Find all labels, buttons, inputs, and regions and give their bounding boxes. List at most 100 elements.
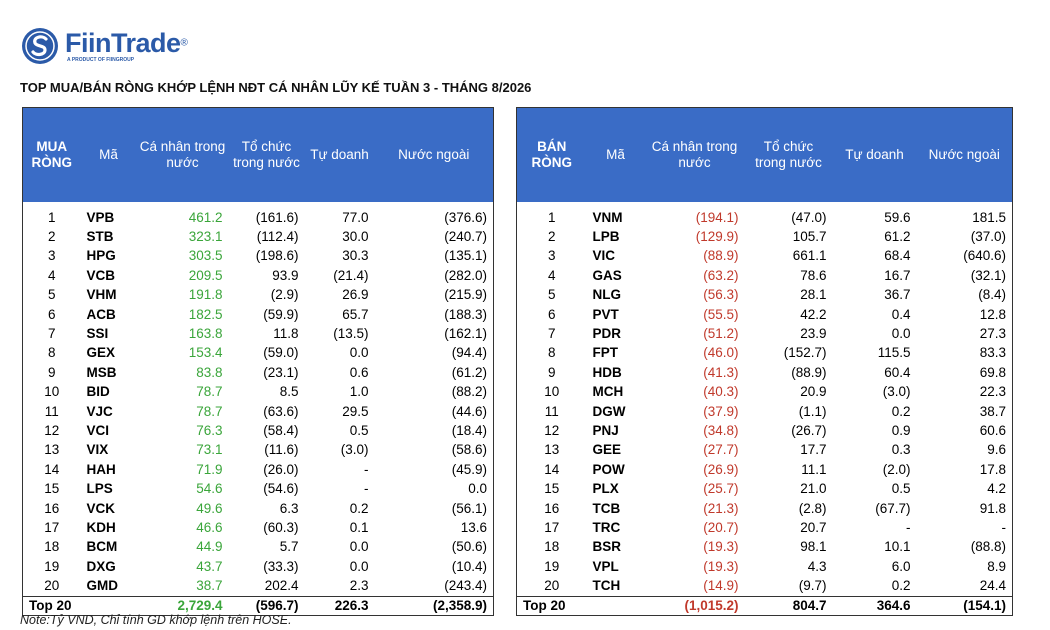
total-cell: (2,358.9) [374, 595, 494, 616]
cell: (88.8) [970, 539, 1006, 555]
cell: 2.3 [349, 578, 369, 594]
row: 8 FPT (46.0) (152.7) 115.5 83.3 [517, 344, 1013, 363]
row: 3 VIC (88.9) 661.1 68.4 (640.6) [517, 247, 1013, 266]
cell: (26.9) [703, 461, 739, 477]
cell: 2 [547, 229, 556, 245]
cell: 163.8 [188, 326, 223, 342]
row: 18 BCM 44.9 5.7 0.0 (50.6) [23, 538, 494, 557]
row: 19 DXG 43.7 (33.3) 0.0 (10.4) [23, 557, 494, 576]
total-cell: 364.6 [832, 595, 917, 616]
cell: 20 [44, 578, 60, 594]
cell: 76.3 [196, 422, 223, 438]
cell: 60.6 [979, 422, 1006, 438]
cell: (21.3) [703, 500, 739, 516]
cell: POW [592, 461, 625, 477]
cell: 0.3 [891, 442, 911, 458]
row: 10 MCH (40.3) 20.9 (3.0) 22.3 [517, 383, 1013, 402]
cell: (34.8) [703, 422, 739, 438]
table-head: MUA RÒNG Mã Cá nhân trong nước Tổ chức tron… [22, 107, 494, 202]
row: 4 GAS (63.2) 78.6 16.7 (32.1) [517, 266, 1013, 285]
cell: 0.5 [349, 422, 369, 438]
cell: (2.0) [882, 461, 911, 477]
cell: GEE [592, 442, 622, 458]
cell: (45.9) [451, 461, 487, 477]
cell: 0.4 [891, 306, 911, 322]
cell: 5 [47, 287, 56, 303]
cell: 46.6 [196, 519, 223, 535]
cell: 0.1 [349, 519, 369, 535]
logo-text: FiinTrade® A PRODUCT OF FIINGROUP [65, 29, 188, 63]
cell: 19 [44, 558, 60, 574]
cell: MSB [86, 364, 117, 380]
cell: (51.2) [703, 326, 739, 342]
cell: HAH [86, 461, 116, 477]
cell: (129.9) [695, 229, 739, 245]
row: 14 HAH 71.9 (26.0) - (45.9) [23, 460, 494, 479]
cell: (162.1) [444, 326, 487, 342]
cell: (55.5) [703, 306, 739, 322]
sell-table: BÁN RÒNG Mã Cá nhân trong nước Tổ chức tron… [516, 107, 1013, 616]
cell: 78.7 [196, 384, 223, 400]
row: 16 TCB (21.3) (2.8) (67.7) 91.8 [517, 499, 1013, 518]
cell: (25.7) [703, 481, 739, 497]
header-cell: Nước ngoài [916, 107, 1013, 202]
cell: (47.0) [791, 209, 827, 225]
header-cell: Tổ chức trong nước [228, 107, 305, 202]
cell: VCI [86, 422, 110, 438]
cell: 44.9 [196, 539, 223, 555]
total-cell: Top 20 [22, 595, 137, 616]
row: 13 VIX 73.1 (11.6) (3.0) (58.6) [23, 441, 494, 460]
note: Note:Tỷ VND, Chỉ tính GD khớp lệnh trên … [20, 613, 292, 627]
row: 7 PDR (51.2) 23.9 0.0 27.3 [517, 324, 1013, 343]
cell: 83.3 [979, 345, 1006, 361]
cell: 1 [47, 209, 56, 225]
cell: 10.1 [884, 539, 911, 555]
cell: 182.5 [188, 306, 223, 322]
cell: 3 [47, 248, 56, 264]
cell: (243.4) [444, 578, 487, 594]
cell: LPS [86, 481, 113, 497]
cell: PDR [592, 326, 622, 342]
header-cell: Nước ngoài [374, 107, 494, 202]
cell: (50.6) [451, 539, 487, 555]
logo-icon [22, 28, 58, 64]
row: 15 LPS 54.6 (54.6) - 0.0 [23, 479, 494, 498]
total-cell: (154.1) [916, 595, 1013, 616]
cell: 13.6 [460, 519, 487, 535]
cell: 13 [544, 442, 560, 458]
cell: (56.3) [703, 287, 739, 303]
header-cell: Mã [80, 107, 137, 202]
cell: (37.0) [970, 229, 1006, 245]
cell: PNJ [592, 422, 619, 438]
header-cell: Cá nhân trong nước [136, 107, 229, 202]
row: 15 PLX (25.7) 21.0 0.5 4.2 [517, 479, 1013, 498]
cell: VIX [86, 442, 109, 458]
cell: (32.1) [970, 267, 1006, 283]
row: 18 BSR (19.3) 98.1 10.1 (88.8) [517, 538, 1013, 557]
cell: 1.0 [349, 384, 369, 400]
total-cell: 2,729.4 [136, 595, 229, 616]
cell: LPB [592, 229, 620, 245]
cell: 10 [44, 384, 60, 400]
row: 7 SSI 163.8 11.8 (13.5) (162.1) [23, 324, 494, 343]
row: 9 MSB 83.8 (23.1) 0.6 (61.2) [23, 363, 494, 382]
cell: 6 [547, 306, 556, 322]
cell: (9.7) [798, 578, 827, 594]
row: 20 TCH (14.9) (9.7) 0.2 24.4 [517, 576, 1013, 596]
cell: 7 [47, 326, 56, 342]
cell: 49.6 [196, 500, 223, 516]
cell: (198.6) [255, 248, 299, 264]
cell: (8.4) [978, 287, 1006, 303]
cell: (240.7) [444, 229, 487, 245]
cell: 12 [544, 422, 560, 438]
row: 11 DGW (37.9) (1.1) 0.2 38.7 [517, 402, 1013, 421]
header-row: MUA RÒNG Mã Cá nhân trong nước Tổ chức tron… [22, 107, 494, 202]
cell: (58.6) [451, 442, 487, 458]
registered-mark: ® [180, 37, 188, 49]
header-cell: MUA RÒNG [22, 107, 81, 202]
cell: VHM [86, 287, 117, 303]
cell: (33.3) [263, 558, 299, 574]
row: 1 VNM (194.1) (47.0) 59.6 181.5 [517, 202, 1013, 227]
cell: 24.4 [979, 578, 1006, 594]
cell: (376.6) [444, 209, 487, 225]
